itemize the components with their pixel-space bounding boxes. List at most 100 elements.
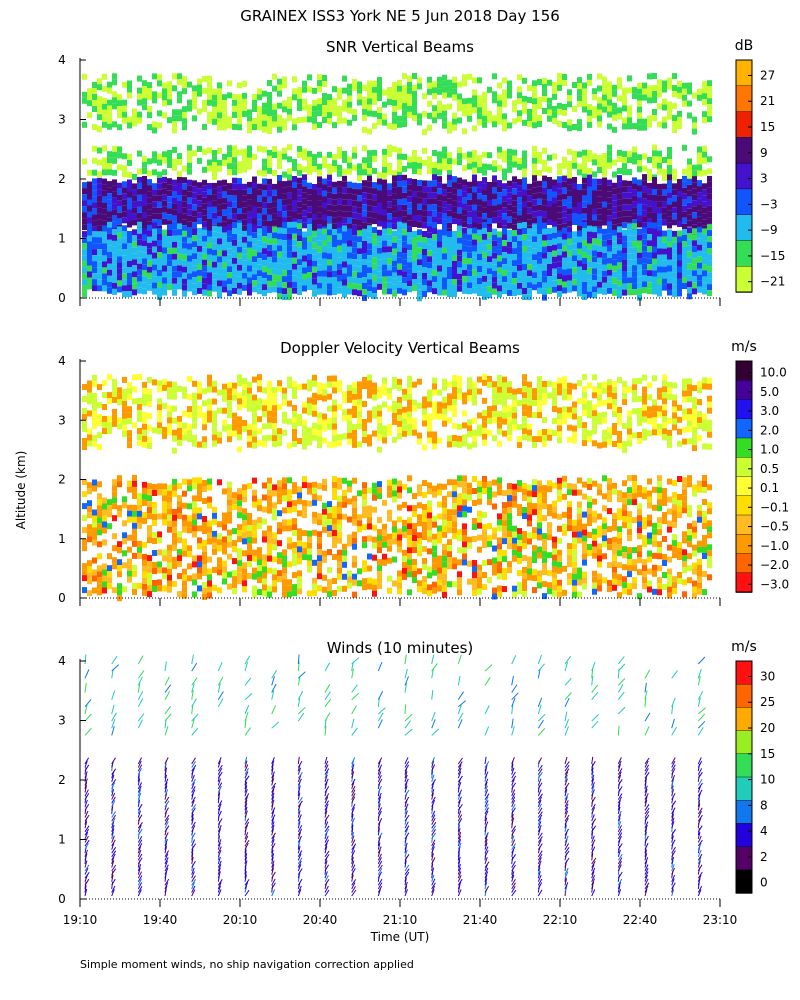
data-cell bbox=[232, 213, 237, 220]
data-cell bbox=[297, 177, 302, 184]
data-cell bbox=[592, 226, 597, 233]
data-cell bbox=[682, 438, 687, 445]
data-cell bbox=[142, 481, 147, 488]
data-cell bbox=[132, 201, 137, 208]
data-cell bbox=[287, 108, 292, 115]
data-cell bbox=[162, 253, 167, 260]
data-cell bbox=[357, 201, 362, 208]
data-cell bbox=[467, 264, 472, 271]
data-cell bbox=[367, 255, 372, 262]
data-cell bbox=[417, 215, 422, 222]
data-cell bbox=[97, 219, 102, 226]
data-cell bbox=[487, 188, 492, 194]
data-cell bbox=[667, 381, 672, 388]
data-cell bbox=[307, 439, 312, 446]
data-cell bbox=[577, 416, 582, 423]
data-cell bbox=[367, 392, 372, 399]
data-cell bbox=[667, 83, 672, 90]
data-cell bbox=[502, 95, 507, 102]
data-cell bbox=[597, 394, 602, 401]
data-cell bbox=[92, 157, 97, 164]
data-cell bbox=[477, 211, 482, 218]
data-cell bbox=[582, 228, 587, 234]
data-cell bbox=[317, 276, 322, 283]
data-cell bbox=[147, 395, 152, 401]
data-cell bbox=[607, 397, 612, 404]
data-cell bbox=[607, 162, 612, 169]
data-cell bbox=[427, 88, 432, 95]
data-cell bbox=[437, 401, 442, 408]
data-cell bbox=[642, 281, 647, 288]
data-cell bbox=[357, 242, 362, 249]
data-cell bbox=[112, 221, 117, 228]
data-cell bbox=[372, 269, 377, 276]
data-cell bbox=[467, 383, 472, 390]
data-cell bbox=[427, 425, 432, 432]
data-cell bbox=[312, 392, 317, 399]
data-cell bbox=[572, 106, 577, 112]
data-cell bbox=[652, 97, 657, 103]
data-cell bbox=[617, 413, 622, 419]
data-cell bbox=[577, 226, 582, 232]
data-cell bbox=[222, 395, 227, 402]
data-cell bbox=[212, 168, 217, 174]
data-cell bbox=[337, 198, 342, 205]
data-cell bbox=[202, 247, 207, 254]
data-cell bbox=[82, 279, 87, 286]
data-cell bbox=[462, 287, 467, 294]
data-cell bbox=[247, 229, 252, 236]
data-cell bbox=[702, 157, 707, 164]
data-cell bbox=[412, 115, 417, 121]
data-cell bbox=[352, 224, 357, 231]
data-cell bbox=[207, 478, 212, 485]
data-cell bbox=[92, 231, 97, 238]
data-cell bbox=[122, 225, 127, 232]
data-cell bbox=[252, 436, 257, 443]
data-cell bbox=[227, 224, 232, 231]
data-cell bbox=[667, 393, 672, 400]
data-cell bbox=[397, 239, 402, 246]
data-cell bbox=[542, 96, 547, 102]
data-cell bbox=[512, 242, 517, 249]
data-cell bbox=[432, 252, 437, 259]
data-cell bbox=[407, 111, 412, 118]
data-cell bbox=[272, 244, 277, 251]
data-cell bbox=[197, 145, 202, 152]
data-cell bbox=[207, 538, 212, 545]
data-cell bbox=[352, 182, 357, 189]
data-cell bbox=[577, 190, 582, 196]
data-cell bbox=[442, 241, 447, 248]
panels: SNR Vertical Beams01234dB27211593−3−9−15… bbox=[58, 38, 789, 927]
data-cell bbox=[542, 84, 547, 90]
data-cell bbox=[672, 412, 677, 419]
data-cell bbox=[122, 153, 127, 160]
data-cell bbox=[397, 193, 402, 199]
data-cell bbox=[692, 397, 697, 404]
data-cell bbox=[277, 205, 282, 211]
data-cell bbox=[167, 220, 172, 227]
data-cell bbox=[112, 258, 117, 265]
data-cell bbox=[172, 115, 177, 122]
data-cell bbox=[552, 262, 557, 269]
data-cell bbox=[582, 106, 587, 113]
data-cell bbox=[167, 520, 172, 527]
data-cell bbox=[497, 249, 502, 256]
data-cell bbox=[112, 282, 117, 289]
data-cell bbox=[212, 398, 217, 405]
data-cell bbox=[442, 289, 447, 296]
data-cell bbox=[297, 259, 302, 266]
data-cell bbox=[557, 120, 562, 127]
data-cell bbox=[567, 119, 572, 126]
data-cell bbox=[692, 252, 697, 259]
data-cell bbox=[147, 221, 152, 228]
data-cell bbox=[367, 181, 372, 188]
data-cell bbox=[322, 208, 327, 215]
data-cell bbox=[207, 75, 212, 82]
data-cell bbox=[702, 264, 707, 271]
data-cell bbox=[582, 440, 587, 447]
data-cell bbox=[237, 536, 242, 543]
data-cell bbox=[332, 187, 337, 194]
data-cell bbox=[207, 404, 212, 411]
data-cell bbox=[412, 423, 417, 430]
data-cell bbox=[682, 414, 687, 421]
